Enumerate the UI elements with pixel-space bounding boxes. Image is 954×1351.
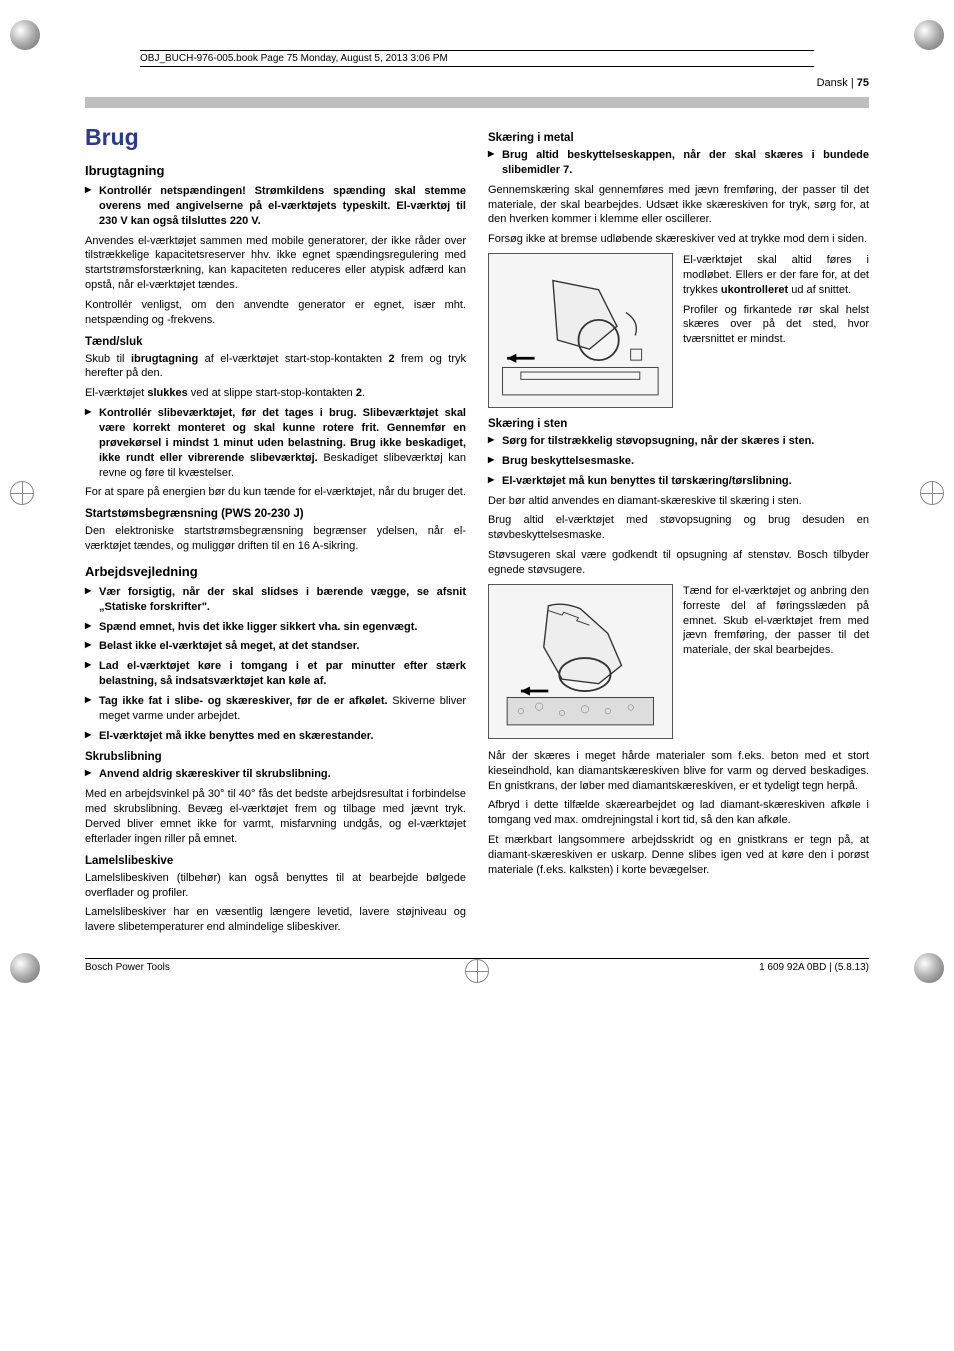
bullet-item: Tag ikke fat i slibe- og skæreskiver, fø… — [85, 694, 466, 724]
lang-page-label: Dansk | 75 — [85, 77, 869, 89]
main-heading: Brug — [85, 124, 466, 151]
illustration-caption: Tænd for el-værktøjet og anbring den for… — [683, 584, 869, 739]
bullet-item: Brug altid beskyttelseskappen, når der s… — [488, 148, 869, 178]
bullet-item: Vær forsigtig, når der skal slidses i bæ… — [85, 585, 466, 615]
paragraph: Lamelslibeskiver har en væsentlig længer… — [85, 905, 466, 935]
illustration-caption: El-værktøjet skal altid føres i modløbet… — [683, 253, 869, 408]
warning-netspanding: Kontrollér netspændingen! Strømkildens s… — [85, 184, 466, 229]
language-label: Dansk — [817, 77, 848, 89]
paragraph: Anvendes el-værktøjet sammen med mobile … — [85, 234, 466, 293]
bullet-item: Lad el-værktøjet køre i tomgang i et par… — [85, 659, 466, 689]
subheading-skrubslibning: Skrubslibning — [85, 751, 466, 763]
bullet-item: Belast ikke el-værktøjet så meget, at de… — [85, 639, 466, 654]
subheading-startstrom: Startstømsbegrænsning (PWS 20-230 J) — [85, 508, 466, 520]
page-number: 75 — [857, 77, 869, 89]
paragraph: Brug altid el-værktøjet med støvopsugnin… — [488, 513, 869, 543]
paragraph: Når der skæres i meget hårde materialer … — [488, 749, 869, 794]
paragraph: Skub til ibrugtagning af el-værktøjet st… — [85, 352, 466, 382]
paragraph: Den elektroniske startstrømsbegrænsning … — [85, 524, 466, 554]
paragraph: El-værktøjet slukkes ved at slippe start… — [85, 386, 466, 401]
bullet-item: Spænd emnet, hvis det ikke ligger sikker… — [85, 620, 466, 635]
footer-docref: 1 609 92A 0BD | (5.8.13) — [759, 962, 869, 973]
paragraph: Et mærkbart langsommere arbejdsskridt og… — [488, 833, 869, 878]
bullet-item: Brug beskyttelsesmaske. — [488, 454, 869, 469]
bullet-item: Sørg for tilstrækkelig støvopsugning, nå… — [488, 434, 869, 449]
subheading-tand-sluk: Tænd/sluk — [85, 336, 466, 348]
header-source-line: OBJ_BUCH-976-005.book Page 75 Monday, Au… — [140, 50, 814, 67]
right-column: Skæring i metal Brug altid beskyttelsesk… — [488, 124, 869, 940]
left-column: Brug Ibrugtagning Kontrollér netspænding… — [85, 124, 466, 940]
paragraph: Støvsugeren skal være godkendt til opsug… — [488, 548, 869, 578]
paragraph: Lamelslibeskiven (tilbehør) kan også ben… — [85, 871, 466, 901]
footer-brand: Bosch Power Tools — [85, 962, 170, 973]
section-arbejdsvejledning: Arbejdsvejledning — [85, 564, 466, 579]
paragraph: Kontrollér venligst, om den anvendte gen… — [85, 298, 466, 328]
bullet-item: El-værktøjet må kun benyttes til tørskær… — [488, 474, 869, 489]
illustration-metal-cutting — [488, 253, 673, 408]
illustration-stone-cutting — [488, 584, 673, 739]
subheading-lamelslibeskive: Lamelslibeskive — [85, 855, 466, 867]
bullet-item: Anvend aldrig skæreskiver til skrubslibn… — [85, 767, 466, 782]
paragraph: For at spare på energien bør du kun tænd… — [85, 485, 466, 500]
paragraph: Afbryd i dette tilfælde skærearbejdet og… — [488, 798, 869, 828]
bullet-item: El-værktøjet må ikke benyttes med en skæ… — [85, 729, 466, 744]
subheading-skaering-metal: Skæring i metal — [488, 132, 869, 144]
paragraph: Gennemskæring skal gennemføres med jævn … — [488, 183, 869, 228]
paragraph: Forsøg ikke at bremse udløbende skæreski… — [488, 232, 869, 247]
warning-slibevaerktoj: Kontrollér slibeværktøjet, før det tages… — [85, 406, 466, 480]
paragraph: Med en arbejdsvinkel på 30° til 40° fås … — [85, 787, 466, 846]
gray-divider-bar — [85, 97, 869, 108]
section-ibrugtagning: Ibrugtagning — [85, 163, 466, 178]
subheading-skaering-sten: Skæring i sten — [488, 418, 869, 430]
paragraph: Der bør altid anvendes en diamant-skæres… — [488, 494, 869, 509]
